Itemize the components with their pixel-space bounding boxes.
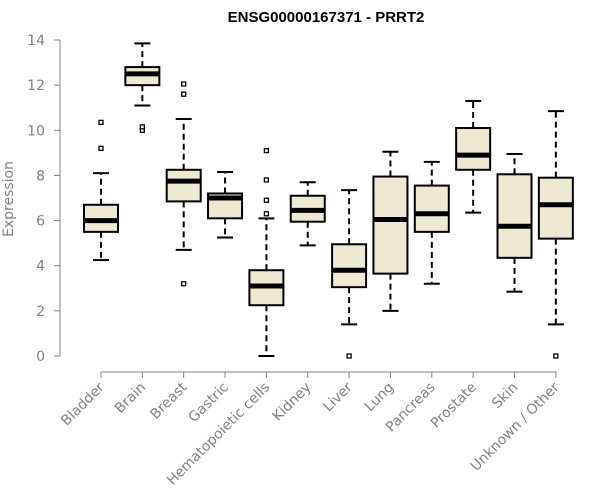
box-iqr — [331, 243, 368, 289]
box-iqr — [455, 127, 492, 171]
box-pancreas — [413, 160, 450, 285]
box-liver — [331, 189, 368, 359]
x-tick-label: Bladder — [58, 379, 108, 429]
box-breast — [165, 81, 202, 287]
y-tick-label: 6 — [36, 214, 45, 230]
box-iqr — [372, 175, 409, 275]
outlier-point — [139, 124, 146, 130]
box-iqr — [537, 176, 574, 240]
box-prostate — [455, 99, 492, 214]
y-tick-label: 14 — [27, 33, 45, 49]
x-tick-label: Kidney — [270, 380, 315, 425]
outlier-point — [181, 281, 187, 287]
outlier-point — [263, 147, 270, 154]
box-iqr — [496, 173, 533, 259]
box-iqr — [165, 168, 202, 203]
outlier-point — [98, 119, 104, 126]
y-tick-label: 8 — [36, 168, 45, 184]
outlier-point — [263, 211, 270, 217]
y-tick-label: 0 — [36, 349, 45, 365]
outlier-point — [181, 81, 187, 87]
y-tick-label: 4 — [36, 259, 45, 275]
box-gastric — [207, 171, 244, 239]
x-tick-label: Breast — [147, 379, 191, 423]
outlier-point — [553, 353, 559, 359]
y-axis-label: Expression — [1, 161, 17, 237]
boxes-group — [83, 42, 574, 359]
x-tick-label: Skin — [489, 380, 521, 412]
box-lung — [372, 150, 409, 312]
y-axis: 0 2 4 6 8 10 12 14 — [27, 33, 61, 365]
x-tick-label: Lung — [362, 380, 397, 415]
outlier-point — [98, 145, 104, 151]
y-tick-label: 10 — [27, 123, 45, 139]
x-tick-label: Brain — [112, 380, 149, 417]
box-bladder — [83, 119, 119, 262]
box-hematopoietic-cells — [248, 147, 285, 357]
outlier-point — [263, 197, 270, 203]
y-tick-label: 12 — [27, 78, 45, 94]
outlier-point — [181, 91, 187, 97]
box-unknown-other — [537, 110, 574, 359]
box-kidney — [289, 181, 326, 247]
box-skin — [496, 152, 533, 293]
outlier-point — [263, 177, 270, 183]
box-brain — [124, 42, 161, 133]
x-tick-label: Liver — [320, 379, 356, 415]
y-tick-label: 2 — [36, 304, 45, 320]
box-iqr — [413, 184, 450, 233]
x-tick-label: Prostate — [428, 380, 480, 432]
outlier-point — [346, 353, 352, 359]
chart-title: ENSG00000167371 - PRRT2 — [228, 9, 425, 26]
